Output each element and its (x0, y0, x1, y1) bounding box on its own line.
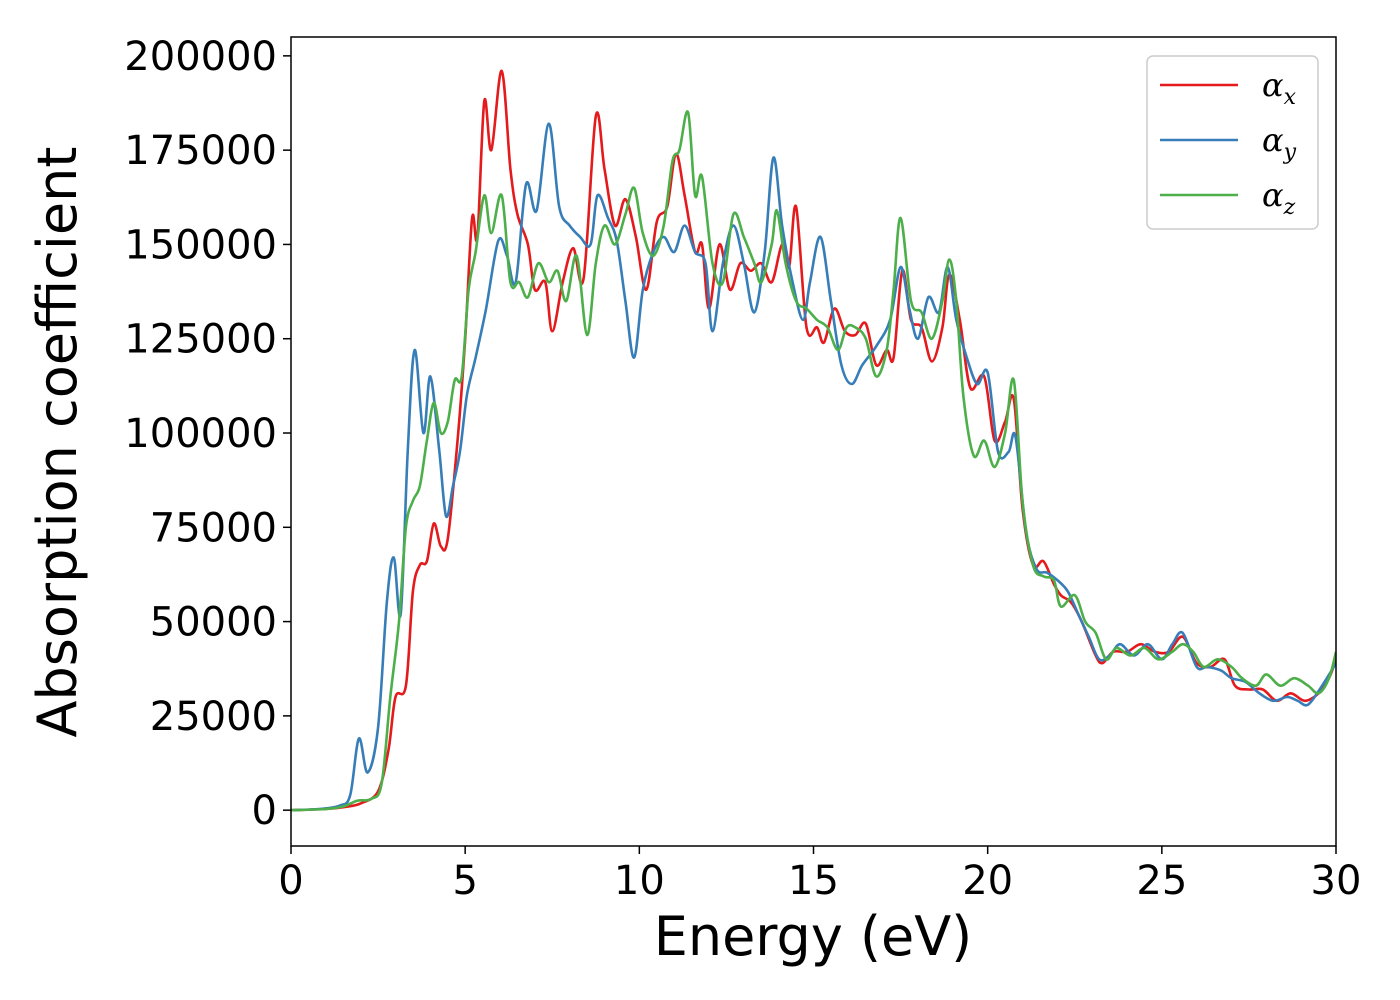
y-tick-label: 125000 (124, 317, 277, 363)
x-tick-label: 0 (278, 858, 303, 904)
y-tick-label: 200000 (124, 34, 277, 80)
y-tick-label: 150000 (124, 222, 277, 268)
legend-box (1146, 55, 1319, 230)
y-tick-label: 75000 (150, 505, 277, 551)
x-tick-label: 10 (614, 858, 665, 904)
x-tick-label: 15 (788, 858, 839, 904)
series-line-alpha-z (291, 110, 1336, 812)
series-line-alpha-y (291, 122, 1336, 812)
series-layer (291, 69, 1336, 812)
y-tick-label: 50000 (150, 600, 277, 646)
y-tick-label: 0 (252, 788, 277, 834)
x-axis-title: Energy (eV) (654, 905, 973, 968)
y-axis: 0 25000 50000 75000 100000 125000 150000 175000… (124, 34, 291, 834)
x-axis: 0 5 10 15 20 25 30 (278, 846, 1361, 904)
legend-label-alpha-y: αy (1262, 121, 1297, 165)
x-tick-label: 25 (1136, 858, 1187, 904)
y-axis-title: Absorption coefficient (26, 147, 89, 738)
x-tick-label: 20 (962, 858, 1013, 904)
x-tick-label: 5 (452, 858, 477, 904)
y-tick-label: 100000 (124, 411, 277, 457)
x-tick-label: 30 (1311, 858, 1362, 904)
y-tick-label: 25000 (150, 694, 277, 740)
y-tick-label: 175000 (124, 128, 277, 174)
